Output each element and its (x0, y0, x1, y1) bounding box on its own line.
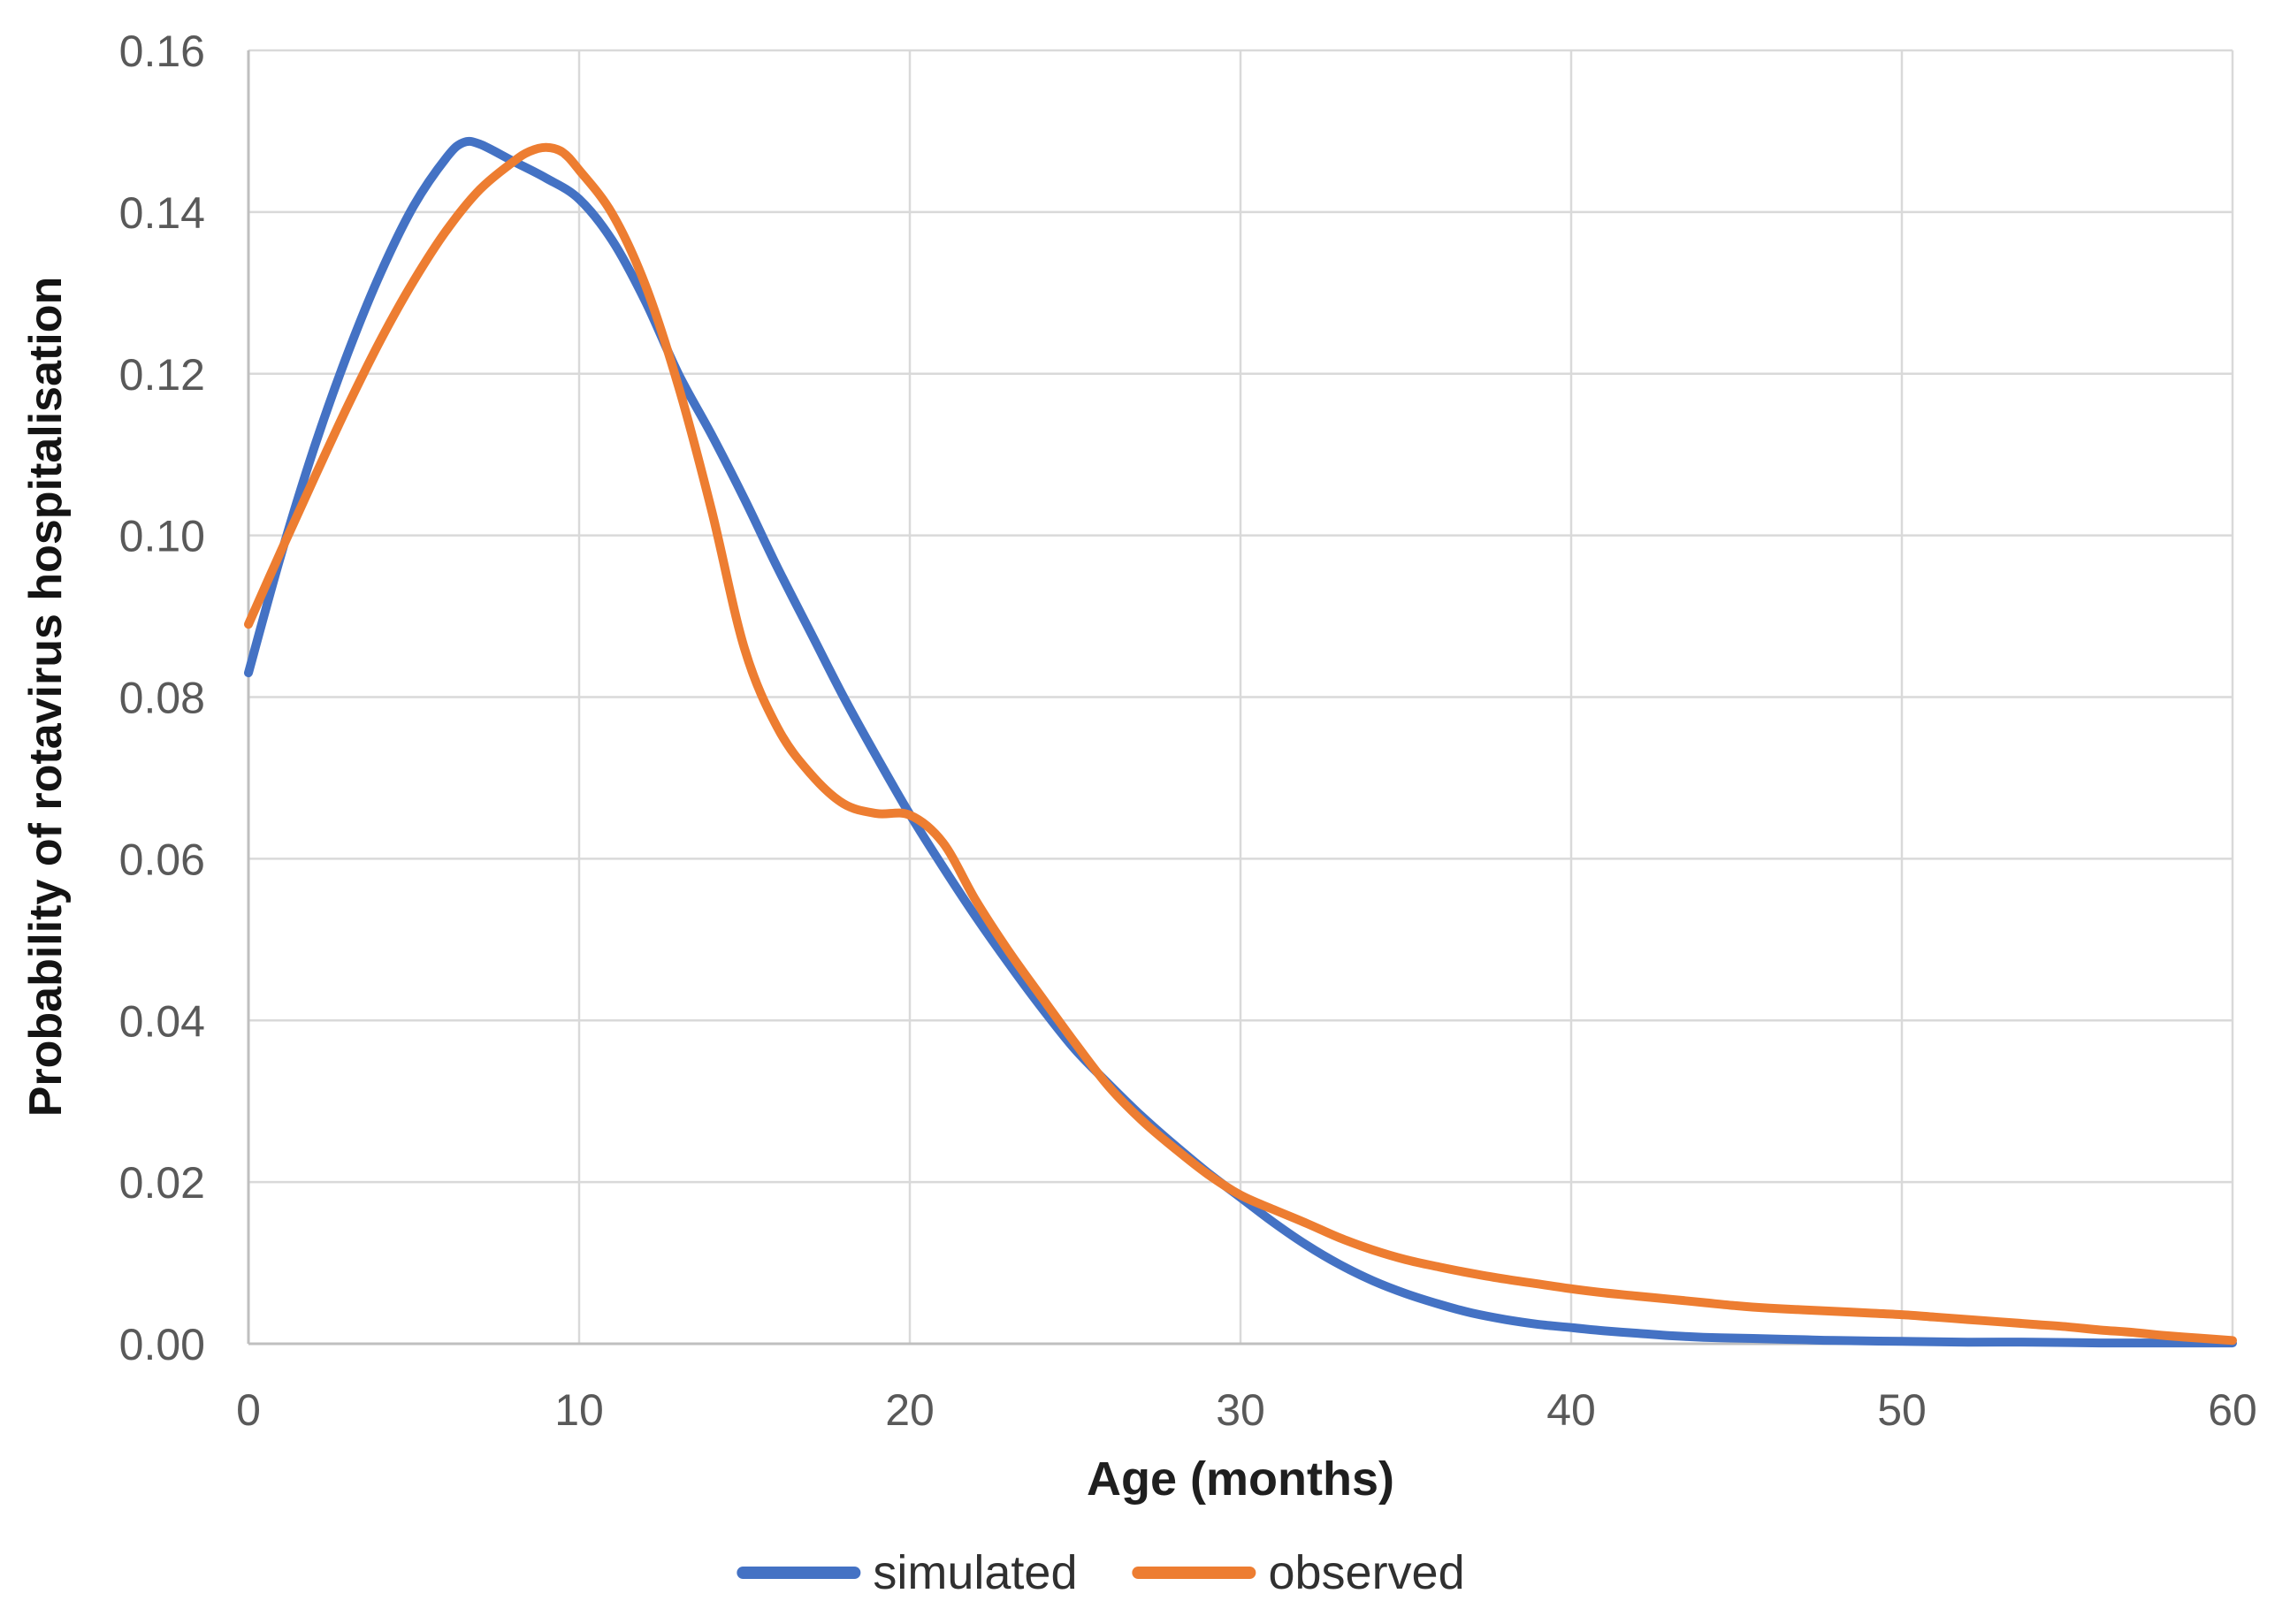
tick-labels-layer: 0.00 0.02 0.04 0.06 0.08 0.10 0.12 0.14 0.16 0 10 2… (119, 27, 2257, 1435)
series-line-observed (244, 142, 2237, 1346)
x-axis-title: Age (months) (1087, 1452, 1394, 1506)
y-tick-label: 0.10 (119, 512, 205, 561)
x-tick-label: 20 (885, 1385, 935, 1435)
x-tick-label: 30 (1216, 1385, 1265, 1435)
y-tick-label: 0.14 (119, 188, 205, 238)
gridlines-layer (247, 49, 2234, 1346)
legend-swatch-observed-icon (1132, 1567, 1256, 1579)
legend-item-simulated: simulated (737, 1549, 1077, 1597)
y-tick-label: 0.04 (119, 996, 205, 1046)
y-tick-label: 0.16 (119, 27, 205, 76)
x-tick-label: 50 (1877, 1385, 1927, 1435)
y-tick-label: 0.06 (119, 835, 205, 884)
legend-item-observed: observed (1132, 1546, 1465, 1599)
legend-swatch-simulated-icon (737, 1567, 861, 1579)
x-tick-label: 10 (554, 1385, 604, 1435)
y-tick-label: 0.08 (119, 674, 205, 723)
x-tick-label: 40 (1546, 1385, 1596, 1435)
y-tick-label: 0.00 (119, 1320, 205, 1369)
legend-label-observed: observed (1268, 1546, 1465, 1599)
legend-label-simulated: simulated (873, 1546, 1078, 1599)
x-tick-label: 60 (2208, 1385, 2257, 1435)
legend: simulated observed (737, 1546, 1465, 1599)
series-layer (244, 136, 2237, 1348)
y-tick-label: 0.02 (119, 1158, 205, 1208)
y-tick-label: 0.12 (119, 350, 205, 400)
y-axis-title: Probability of rotavirus hospitalisation (20, 276, 72, 1117)
x-tick-label: 0 (236, 1385, 261, 1435)
